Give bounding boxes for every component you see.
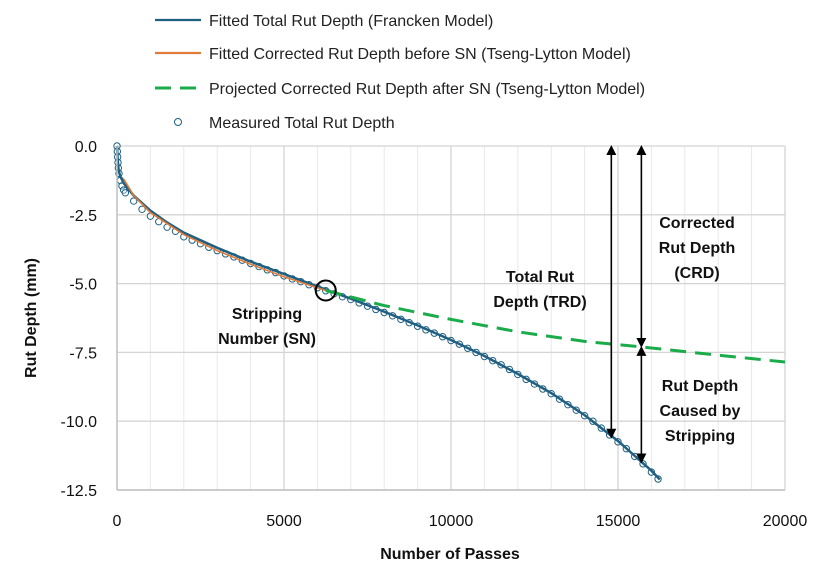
x-tick-label: 10000 [429, 513, 474, 530]
legend-label: Projected Corrected Rut Depth after SN (… [209, 81, 645, 98]
y-axis-title: Rut Depth (mm) [23, 258, 40, 378]
measured-point [121, 189, 130, 197]
projected-corrected-line [325, 289, 786, 364]
legend-marker [174, 118, 182, 126]
stripping-number-label: Stripping [232, 306, 302, 323]
crd-label: Rut Depth [659, 240, 735, 257]
stripping-rut-label: Caused by [660, 403, 741, 420]
x-axis-title: Number of Passes [380, 546, 520, 563]
crd-label: Corrected [659, 215, 735, 232]
stripping-rut-label: Stripping [665, 428, 735, 445]
grid [117, 145, 786, 491]
legend-label: Measured Total Rut Depth [209, 115, 395, 132]
fitted-total-line [115, 145, 661, 481]
y-tick-label: -10.0 [61, 414, 98, 431]
fitted-corrected-line [123, 178, 327, 292]
measured-point [130, 197, 138, 205]
x-tick-label: 15000 [596, 513, 641, 530]
x-tick-label: 0 [113, 513, 122, 530]
axes: 0.0 -2.5 -5.0 -7.5 -10.0 -12.5 0 5000 10000 15000… [61, 139, 808, 530]
legend: Fitted Total Rut Depth (Francken Model) F… [155, 13, 645, 132]
trd-label: Total Rut [506, 269, 575, 286]
legend-label: Fitted Corrected Rut Depth before SN (Ts… [209, 46, 631, 63]
y-tick-label: -12.5 [61, 483, 98, 500]
legend-label: Fitted Total Rut Depth (Francken Model) [209, 13, 493, 30]
x-tick-label: 20000 [763, 513, 808, 530]
measured-point [138, 205, 146, 213]
stripping-number-marker [314, 279, 337, 302]
crd-label: (CRD) [674, 265, 719, 282]
x-tick-label: 5000 [266, 513, 302, 530]
y-tick-label: -7.5 [69, 345, 97, 362]
y-tick-label: 0.0 [75, 139, 97, 156]
y-tick-label: -2.5 [69, 208, 97, 225]
annotations: Stripping Number (SN) Total Rut Depth (TRD)… [218, 145, 741, 464]
stripping-number-label: Number (SN) [218, 331, 316, 348]
y-tick-label: -5.0 [69, 277, 97, 294]
stripping-rut-label: Rut Depth [662, 378, 738, 395]
trd-label: Depth (TRD) [493, 294, 586, 311]
